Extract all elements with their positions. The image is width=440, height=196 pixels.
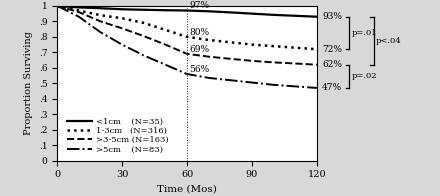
Legend: <1cm    (N=35), 1-3cm   (N=316), >3-5cm (N=163), >5cm    (N=83): <1cm (N=35), 1-3cm (N=316), >3-5cm (N=16… bbox=[66, 118, 169, 153]
Text: 56%: 56% bbox=[189, 65, 209, 74]
Text: 62%: 62% bbox=[322, 60, 342, 69]
Text: 69%: 69% bbox=[189, 44, 209, 54]
Text: 93%: 93% bbox=[322, 12, 342, 21]
Text: 72%: 72% bbox=[322, 45, 342, 54]
Y-axis label: Proportion Surviving: Proportion Surviving bbox=[24, 31, 33, 135]
X-axis label: Time (Mos): Time (Mos) bbox=[157, 185, 217, 194]
Text: p=.02: p=.02 bbox=[352, 72, 378, 80]
Text: 47%: 47% bbox=[322, 83, 342, 93]
Text: p<.04: p<.04 bbox=[376, 37, 402, 45]
Text: 80%: 80% bbox=[189, 28, 209, 36]
Text: p=.01: p=.01 bbox=[352, 29, 378, 37]
Text: 97%: 97% bbox=[189, 1, 209, 10]
